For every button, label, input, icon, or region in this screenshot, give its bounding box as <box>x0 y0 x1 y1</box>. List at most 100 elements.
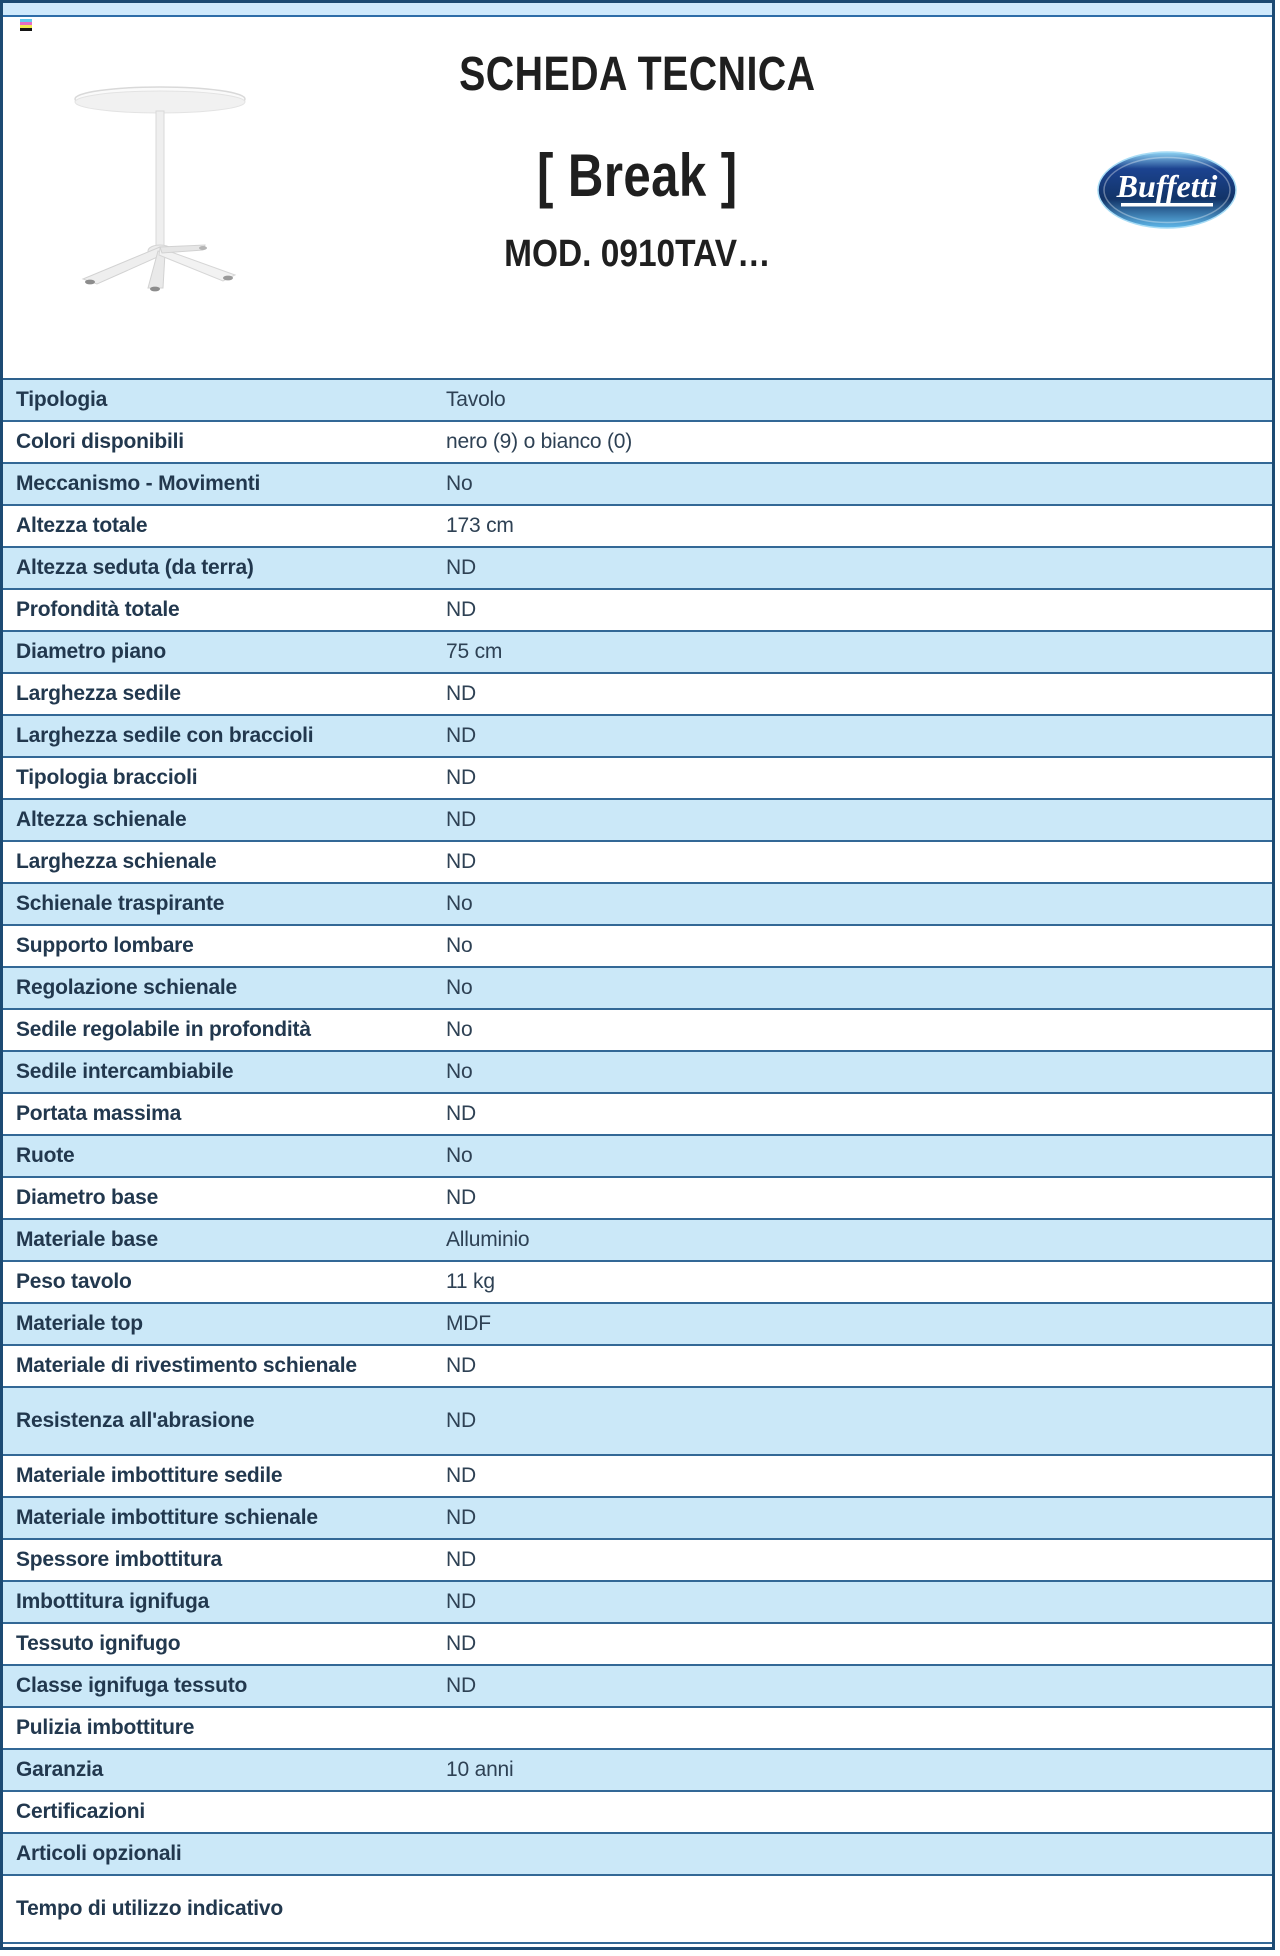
model-number-text: MOD. 0910TAV… <box>504 233 771 275</box>
table-row: Tipologia Tavolo <box>3 380 1272 422</box>
product-name-text: [ Break ] <box>537 142 738 209</box>
buffetti-logo-text: Buffetti <box>1116 168 1218 204</box>
table-row: Peso tavolo 11 kg <box>3 1262 1272 1304</box>
table-row: Sedile regolabile in profondità No <box>3 1010 1272 1052</box>
table-row: Sedile intercambiabile No <box>3 1052 1272 1094</box>
spec-value: ND <box>446 808 476 831</box>
table-row: Altezza seduta (da terra) ND <box>3 548 1272 590</box>
page-title: SCHEDA TECNICA <box>3 47 1272 102</box>
table-row: Tempo di utilizzo indicativo <box>3 1876 1272 1944</box>
spec-value: ND <box>446 1354 476 1377</box>
table-row: Regolazione schienale No <box>3 968 1272 1010</box>
spec-label: Regolazione schienale <box>16 976 238 999</box>
spec-label: Portata massima <box>16 1102 182 1125</box>
spec-value: ND <box>446 724 476 747</box>
spec-label: Materiale imbottiture sedile <box>16 1464 283 1487</box>
table-row: Pulizia imbottiture <box>3 1708 1272 1750</box>
spec-value: nero (9) o bianco (0) <box>446 430 633 453</box>
spec-label: Tipologia braccioli <box>16 766 198 789</box>
spec-value: Tavolo <box>446 388 506 411</box>
spec-label: Schienale traspirante <box>16 892 225 915</box>
table-row: Diametro base ND <box>3 1178 1272 1220</box>
top-decorative-band <box>3 3 1272 17</box>
spec-value: No <box>446 1018 473 1041</box>
black-stripe <box>20 28 32 31</box>
spec-value: ND <box>446 1464 476 1487</box>
table-row: Tessuto ignifugo ND <box>3 1624 1272 1666</box>
spec-label: Classe ignifuga tessuto <box>16 1674 248 1697</box>
spec-value: No <box>446 934 473 957</box>
buffetti-logo: Buffetti <box>1097 151 1237 229</box>
table-row: Imbottitura ignifuga ND <box>3 1582 1272 1624</box>
table-row: Diametro piano 75 cm <box>3 632 1272 674</box>
spec-value: No <box>446 976 473 999</box>
spec-value: ND <box>446 1102 476 1125</box>
spec-value: No <box>446 892 473 915</box>
table-row: Resistenza all'abrasione ND <box>3 1388 1272 1456</box>
spec-value: 11 kg <box>446 1270 495 1293</box>
spec-label: Materiale base <box>16 1228 158 1251</box>
table-row: Materiale imbottiture schienale ND <box>3 1498 1272 1540</box>
spec-label: Garanzia <box>16 1758 104 1781</box>
spec-label: Meccanismo - Movimenti <box>16 472 261 495</box>
spec-label: Peso tavolo <box>16 1270 132 1293</box>
table-row: Larghezza sedile con braccioli ND <box>3 716 1272 758</box>
table-row: Tipologia braccioli ND <box>3 758 1272 800</box>
spec-label: Tessuto ignifugo <box>16 1632 181 1655</box>
table-row: Spessore imbottitura ND <box>3 1540 1272 1582</box>
spec-label: Diametro base <box>16 1186 159 1209</box>
spec-value: ND <box>446 1590 476 1613</box>
spec-label: Altezza schienale <box>16 808 187 831</box>
spec-label: Articoli opzionali <box>16 1842 182 1865</box>
table-row: Portata massima ND <box>3 1094 1272 1136</box>
table-row: Supporto lombare No <box>3 926 1272 968</box>
spec-label: Materiale top <box>16 1312 143 1335</box>
product-name: [ Break ] <box>3 141 1272 210</box>
spec-label: Pulizia imbottiture <box>16 1716 195 1739</box>
spec-value: ND <box>446 556 476 579</box>
spec-value: 10 anni <box>446 1758 514 1781</box>
product-photo-pedestal-table <box>74 86 246 292</box>
spec-label: Spessore imbottitura <box>16 1548 223 1571</box>
table-row: Colori disponibili nero (9) o bianco (0) <box>3 422 1272 464</box>
magenta-stripe <box>20 22 32 25</box>
spec-value: MDF <box>446 1312 491 1335</box>
table-row: Schienale traspirante No <box>3 884 1272 926</box>
spec-value: ND <box>446 598 476 621</box>
spec-label: Colori disponibili <box>16 430 184 453</box>
header-section: SCHEDA TECNICA [ Break ] MOD. 0910TAV… B… <box>3 17 1272 378</box>
table-row: Materiale di rivestimento schienale ND <box>3 1346 1272 1388</box>
spec-value: ND <box>446 850 476 873</box>
spec-value: No <box>446 1060 473 1083</box>
spec-value: ND <box>446 1548 476 1571</box>
spec-label: Altezza totale <box>16 514 148 537</box>
table-row: Classe ignifuga tessuto ND <box>3 1666 1272 1708</box>
spec-value: No <box>446 472 473 495</box>
spec-label: Altezza seduta (da terra) <box>16 556 254 579</box>
table-row: Larghezza sedile ND <box>3 674 1272 716</box>
table-row: Materiale imbottiture sedile ND <box>3 1456 1272 1498</box>
spec-value: ND <box>446 1632 476 1655</box>
spec-value: ND <box>446 682 476 705</box>
spec-value: ND <box>446 1409 476 1432</box>
spec-value: No <box>446 1144 473 1167</box>
spec-label: Materiale imbottiture schienale <box>16 1506 318 1529</box>
table-row: Profondità totale ND <box>3 590 1272 632</box>
spec-value: 75 cm <box>446 640 503 663</box>
spec-value: 173 cm <box>446 514 514 537</box>
spec-label: Ruote <box>16 1144 75 1167</box>
spec-label: Larghezza sedile <box>16 682 181 705</box>
spec-value: ND <box>446 1674 476 1697</box>
spec-label: Materiale di rivestimento schienale <box>16 1354 357 1377</box>
table-row: Garanzia 10 anni <box>3 1750 1272 1792</box>
spec-label: Tempo di utilizzo indicativo <box>16 1897 284 1920</box>
table-row: Certificazioni <box>3 1792 1272 1834</box>
model-number: MOD. 0910TAV… <box>3 233 1272 276</box>
spec-label: Supporto lombare <box>16 934 194 957</box>
spec-value: ND <box>446 1186 476 1209</box>
spec-label: Imbottitura ignifuga <box>16 1590 210 1613</box>
page-title-text: SCHEDA TECNICA <box>459 48 816 101</box>
spec-label: Sedile intercambiabile <box>16 1060 234 1083</box>
spec-label: Profondità totale <box>16 598 180 621</box>
